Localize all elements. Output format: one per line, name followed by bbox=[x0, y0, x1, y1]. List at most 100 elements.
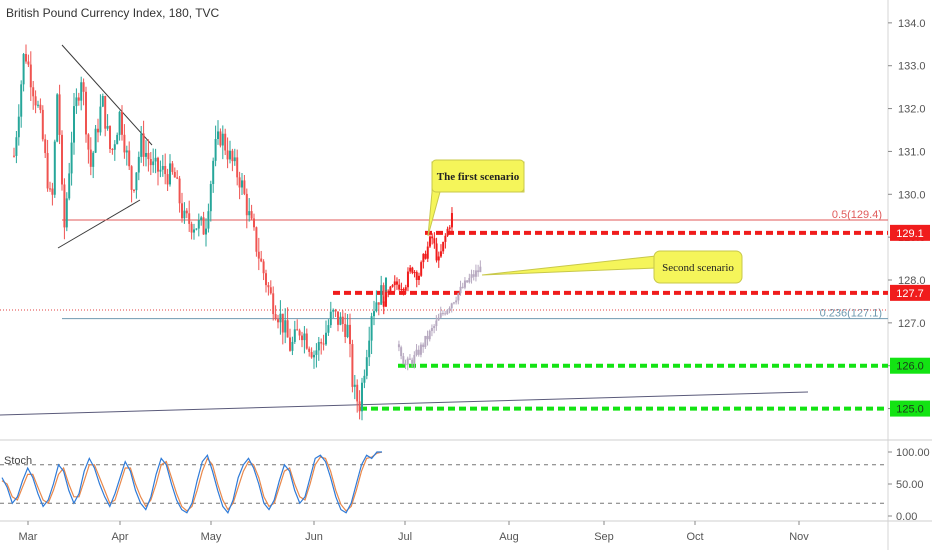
price-candle bbox=[190, 223, 193, 233]
price-candle bbox=[205, 228, 207, 235]
price-candle bbox=[327, 325, 330, 333]
price-candle bbox=[46, 153, 49, 189]
price-candle bbox=[281, 313, 284, 333]
price-candle bbox=[137, 156, 140, 173]
price-candle bbox=[85, 91, 87, 135]
callout-second-scenario-box bbox=[653, 250, 743, 284]
red-scenario-candle bbox=[450, 213, 453, 228]
price-candle bbox=[236, 157, 239, 178]
price-candle bbox=[217, 131, 219, 140]
price-candle bbox=[63, 184, 66, 228]
time-axis[interactable]: Mar Apr May Jun Jul Aug Sep Oct Nov bbox=[19, 521, 810, 543]
stoch-tick-label: 50.00 bbox=[896, 479, 924, 491]
trendline-long-support bbox=[0, 391, 809, 416]
price-candle bbox=[344, 323, 347, 338]
red-scenario-candle bbox=[437, 256, 440, 261]
price-candle bbox=[128, 150, 131, 167]
red-scenario-candle bbox=[406, 271, 409, 288]
price-candle bbox=[380, 285, 383, 305]
grey-scenario-candle bbox=[406, 358, 409, 365]
price-candle bbox=[27, 61, 30, 65]
red-scenario-candle bbox=[411, 267, 414, 273]
grey-scenario-candle bbox=[455, 300, 458, 303]
price-candle bbox=[58, 94, 61, 135]
price-candle bbox=[212, 160, 215, 185]
price-candle bbox=[22, 54, 25, 85]
grey-scenario-candle bbox=[452, 302, 455, 304]
red-scenario-candle bbox=[420, 262, 423, 276]
price-candle bbox=[37, 104, 39, 106]
price-tick-label: 131.0 bbox=[898, 146, 926, 158]
price-candle bbox=[269, 287, 272, 294]
grey-scenario-candle bbox=[439, 313, 442, 318]
price-candle bbox=[152, 161, 155, 166]
grey-scenario-candle bbox=[411, 359, 414, 364]
price-candle bbox=[142, 133, 145, 157]
grey-scenario-candle bbox=[444, 313, 447, 315]
grey-scenario-candle bbox=[474, 270, 477, 277]
red-scenario-candle bbox=[417, 275, 420, 280]
grey-scenario-candle bbox=[424, 335, 427, 347]
price-candle bbox=[188, 213, 191, 224]
price-candle bbox=[349, 324, 351, 345]
price-candle bbox=[361, 382, 363, 412]
price-candle bbox=[334, 309, 337, 312]
time-tick-label: Mar bbox=[19, 531, 38, 543]
price-candle bbox=[341, 316, 344, 324]
grey-scenario-candle bbox=[408, 358, 411, 360]
price-candle bbox=[320, 342, 323, 344]
red-scenario-candle bbox=[431, 236, 434, 239]
price-candle bbox=[130, 166, 133, 190]
grey-scenario-candle bbox=[437, 317, 440, 321]
red-scenario-candle bbox=[395, 281, 398, 285]
grey-scenario-candle bbox=[448, 308, 451, 311]
price-candle bbox=[241, 180, 243, 188]
price-candle bbox=[106, 126, 109, 129]
price-candle bbox=[296, 329, 299, 331]
red-scenario-candle bbox=[435, 243, 438, 261]
price-candle bbox=[250, 211, 253, 219]
price-candle bbox=[169, 163, 171, 185]
callout-first-scenario-box bbox=[431, 159, 525, 193]
grey-scenario-candle bbox=[446, 310, 449, 314]
price-candle bbox=[44, 139, 47, 154]
price-candle bbox=[317, 342, 320, 351]
price-candle bbox=[17, 116, 20, 138]
trendline-triangle-lower bbox=[57, 199, 141, 249]
price-candle bbox=[289, 337, 291, 351]
price-candle bbox=[308, 348, 311, 352]
price-tick-label: 133.0 bbox=[898, 61, 926, 73]
stoch-k-line bbox=[1, 451, 382, 514]
price-tick-label: 134.0 bbox=[898, 18, 926, 30]
grey-scenario-candle bbox=[433, 326, 436, 329]
time-tick-label: Apr bbox=[111, 531, 128, 543]
price-candle bbox=[125, 150, 128, 153]
price-tick-label: 127.0 bbox=[898, 318, 926, 330]
time-tick-label: Sep bbox=[594, 531, 614, 543]
price-candle bbox=[173, 171, 176, 178]
price-candle bbox=[303, 333, 306, 341]
price-candle bbox=[332, 309, 335, 312]
price-candle bbox=[363, 375, 366, 383]
price-tick-label: 130.0 bbox=[898, 189, 926, 201]
red-scenario-candle bbox=[415, 272, 418, 280]
fib-level-label: 0.5(129.4) bbox=[832, 209, 882, 221]
price-candle bbox=[262, 261, 265, 274]
red-scenario-candle bbox=[382, 301, 385, 307]
time-tick-label: Aug bbox=[499, 531, 519, 543]
fib-level-label: 0.236(127.1) bbox=[820, 308, 882, 320]
grey-scenario-candle bbox=[463, 280, 466, 288]
price-candle bbox=[195, 228, 198, 230]
red-scenario-candle bbox=[444, 235, 447, 242]
stoch-tick-label: 100.00 bbox=[896, 447, 930, 459]
stoch-pane[interactable]: Stoch 100.00 50.00 0.00 bbox=[0, 447, 930, 523]
time-tick-label: May bbox=[201, 531, 222, 543]
price-candle bbox=[219, 131, 222, 146]
price-candle bbox=[41, 109, 44, 140]
price-candle bbox=[260, 258, 263, 262]
price-axis[interactable]: 125.0126.0127.0128.0129.0130.0131.0132.0… bbox=[888, 18, 930, 417]
price-candle bbox=[77, 97, 80, 101]
price-candle bbox=[214, 139, 217, 161]
